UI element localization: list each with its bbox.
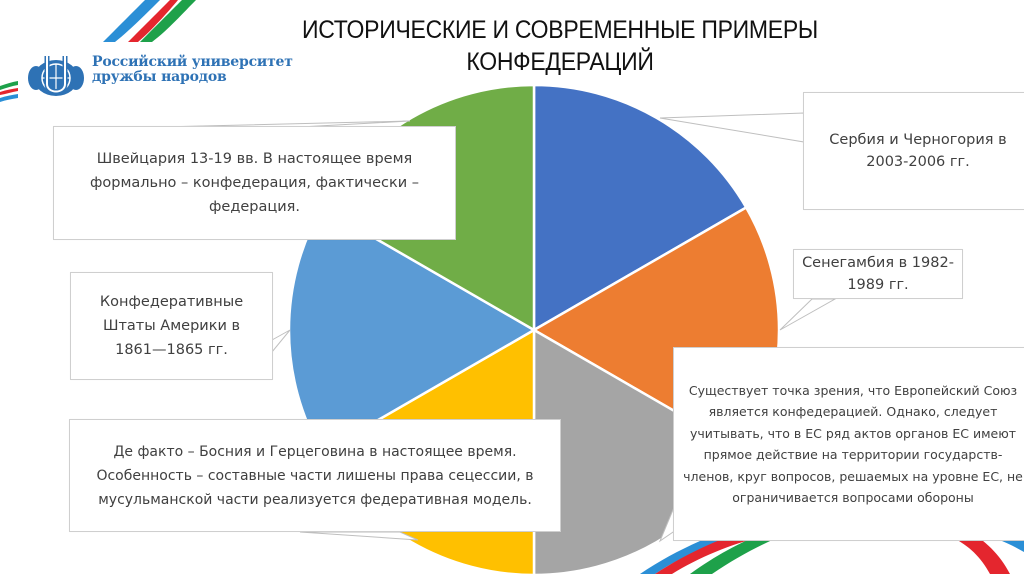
callout-bosnia: Де факто – Босния и Герцеговина в настоя… <box>69 419 561 532</box>
page-title-line1: ИСТОРИЧЕСКИЕ И СОВРЕМЕННЫЕ ПРИМЕРЫ <box>301 16 819 44</box>
callout-pointer-csa <box>271 329 291 354</box>
callout-csa-text: Конфедеративные Штаты Америки в 1861—186… <box>99 294 244 358</box>
university-name: Российский университет дружбы народов <box>92 55 293 85</box>
callout-pointer-senegambia <box>779 298 837 331</box>
callout-eu-text: Существует точка зрения, что Европейский… <box>683 382 1023 506</box>
page-title: ИСТОРИЧЕСКИЕ И СОВРЕМЕННЫЕ ПРИМЕРЫ КОНФЕ… <box>275 14 845 78</box>
callout-serbia-text: Сербия и Черногория в 2003-2006 гг. <box>829 132 1007 170</box>
callout-switzerland: Швейцария 13-19 вв. В настоящее время фо… <box>53 126 456 240</box>
pie-slice-serbia <box>532 83 748 333</box>
callout-csa: Конфедеративные Штаты Америки в 1861—186… <box>70 272 273 380</box>
callout-bosnia-text: Де факто – Босния и Герцеговина в настоя… <box>96 443 534 508</box>
callout-senegambia-text: Сенегамбия в 1982-1989 гг. <box>802 255 954 293</box>
callout-pointer-bosnia <box>299 531 419 541</box>
callout-serbia: Сербия и Черногория в 2003-2006 гг. <box>803 92 1024 210</box>
callout-switzerland-text: Швейцария 13-19 вв. В настоящее время фо… <box>89 151 420 215</box>
page-title-line2: КОНФЕДЕРАЦИЙ <box>466 48 654 76</box>
university-name-line2: дружбы народов <box>92 69 227 85</box>
rudn-globe-logo-icon <box>28 56 84 96</box>
university-name-line1: Российский университет <box>92 54 293 70</box>
callout-eu: Существует точка зрения, что Европейский… <box>673 347 1024 541</box>
callout-senegambia: Сенегамбия в 1982-1989 гг. <box>793 249 963 299</box>
